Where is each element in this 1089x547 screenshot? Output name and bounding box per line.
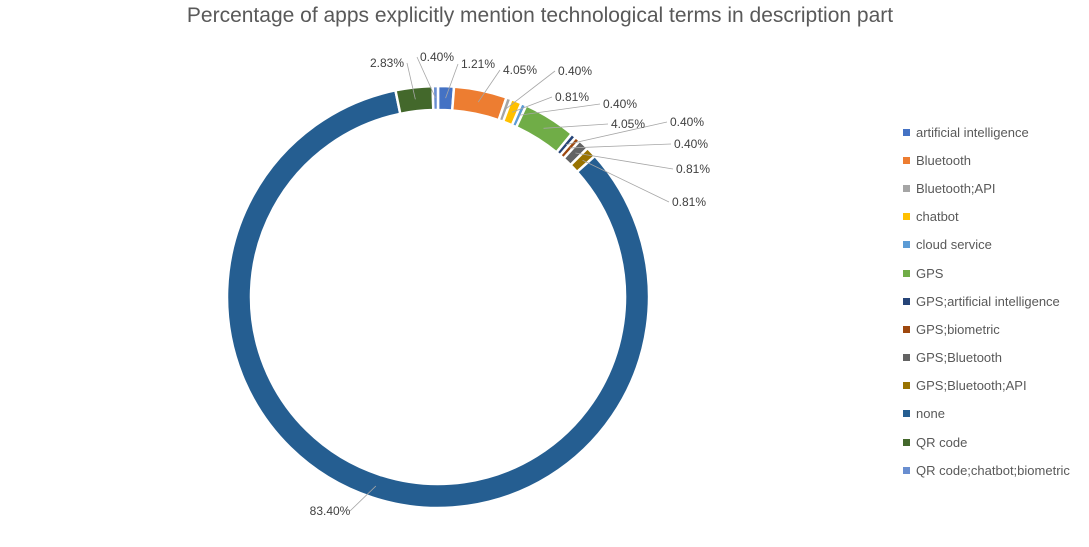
legend-label: GPS;Bluetooth — [916, 350, 1002, 366]
legend-swatch — [903, 297, 910, 305]
leader-line — [349, 485, 377, 512]
data-label: 0.40% — [674, 137, 708, 151]
legend-swatch — [903, 325, 910, 333]
data-label: 2.83% — [370, 56, 404, 70]
data-label: 0.40% — [670, 115, 704, 129]
leader-line — [511, 96, 553, 113]
legend-item: Bluetooth — [903, 146, 1070, 174]
legend-item: QR code — [903, 428, 1070, 456]
legend-label: GPS;biometric — [916, 321, 1000, 337]
leader-line — [477, 69, 501, 103]
legend-item: none — [903, 400, 1070, 428]
legend-label: QR code — [916, 434, 968, 450]
leader-line — [569, 143, 672, 149]
leader-line — [582, 159, 670, 203]
legend-item: cloud service — [903, 231, 1070, 259]
legend-item: GPS;artificial intelligence — [903, 287, 1070, 315]
legend-swatch — [903, 438, 910, 446]
legend-item: GPS;Bluetooth;API — [903, 372, 1070, 400]
data-label: 0.81% — [676, 162, 710, 176]
leader-line — [518, 103, 601, 116]
legend-item: artificial intelligence — [903, 118, 1070, 146]
leader-line — [416, 56, 436, 99]
leader-line — [575, 152, 674, 170]
data-label: 0.81% — [672, 195, 706, 209]
legend-label: QR code;chatbot;biometric — [916, 462, 1070, 478]
legend-item: GPS;biometric — [903, 315, 1070, 343]
data-label: 0.81% — [555, 90, 589, 104]
slice-bluetooth — [450, 85, 509, 122]
legend-swatch — [903, 213, 910, 221]
legend-swatch — [903, 466, 910, 474]
legend-label: none — [916, 406, 945, 422]
leader-line — [543, 123, 609, 129]
legend-label: Bluetooth — [916, 152, 971, 168]
data-label: 0.40% — [558, 64, 592, 78]
data-label: 83.40% — [310, 504, 351, 518]
legend-item: QR code;chatbot;biometric — [903, 456, 1070, 484]
legend-swatch — [903, 156, 910, 164]
leader-line — [565, 121, 668, 146]
legend-swatch — [903, 382, 910, 390]
data-label: 0.40% — [420, 50, 454, 64]
leader-line — [406, 62, 416, 100]
leader-line — [445, 63, 459, 99]
chart-title: Percentage of apps explicitly mention te… — [186, 4, 894, 27]
legend-swatch — [903, 354, 910, 362]
legend-label: cloud service — [916, 237, 992, 253]
data-labels-layer: 1.21% 4.05% 0.40% 0.81% 0.40% 4.05% 0.40% 0.40%… — [310, 50, 711, 518]
leader-line — [504, 70, 556, 110]
leader-lines-layer — [349, 56, 674, 512]
data-label: 4.05% — [503, 63, 537, 77]
legend-swatch — [903, 184, 910, 192]
legend-item: GPS;Bluetooth — [903, 344, 1070, 372]
legend-label: GPS — [916, 265, 944, 281]
slice-qr-code — [393, 84, 435, 116]
legend-item: GPS — [903, 259, 1070, 287]
data-label: 1.21% — [461, 57, 495, 71]
legend-label: chatbot — [916, 209, 959, 225]
legend: artificial intelligence Bluetooth Bluetoot… — [903, 118, 1070, 484]
legend-label: artificial intelligence — [916, 124, 1029, 140]
legend-label: GPS;Bluetooth;API — [916, 378, 1027, 394]
legend-item: chatbot — [903, 203, 1070, 231]
legend-swatch — [903, 241, 910, 249]
data-label: 4.05% — [611, 117, 645, 131]
data-label: 0.40% — [603, 97, 637, 111]
legend-label: Bluetooth;API — [916, 180, 996, 196]
legend-item: Bluetooth;API — [903, 174, 1070, 202]
slices-layer — [225, 84, 651, 510]
legend-swatch — [903, 128, 910, 136]
legend-label: GPS;artificial intelligence — [916, 293, 1060, 309]
slice-none — [225, 88, 651, 510]
legend-swatch — [903, 410, 910, 418]
legend-swatch — [903, 269, 910, 277]
